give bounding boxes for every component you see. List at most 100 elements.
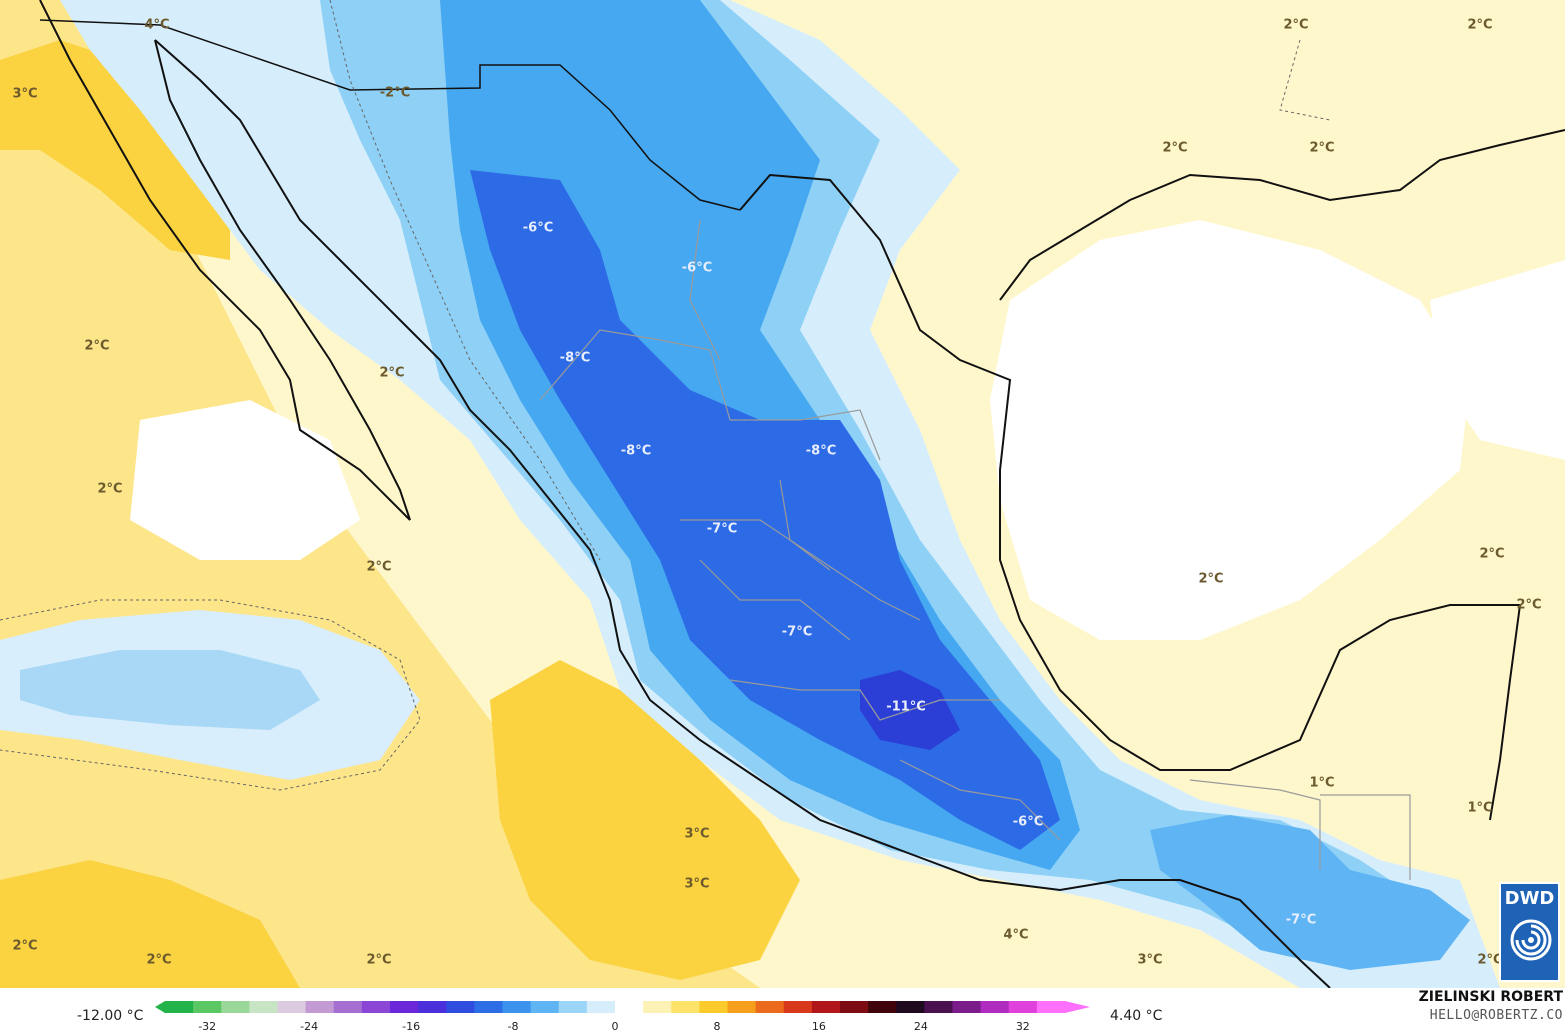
author-name: ZIELINSKI ROBERT	[1418, 989, 1563, 1005]
coastline-gulf-mexico	[739, 173, 1522, 821]
pacific-hot-zone	[0, 40, 230, 260]
colorbar-segment	[277, 1001, 307, 1013]
colorbar-segment	[840, 1001, 869, 1013]
temperature-label: -11°C	[886, 699, 926, 715]
author-email: HELLO@ROBERTZ.CO	[1429, 1008, 1563, 1023]
temperature-label: 2°C	[12, 938, 38, 954]
temperature-label: -8°C	[559, 350, 591, 366]
temperature-label: -6°C	[1012, 814, 1044, 830]
colorbar-tick-label: -8	[507, 1020, 519, 1033]
temperature-map: 4°C 2°C 2°C 3°C -2°C 2°C 2°C -6°C -6°C 2°C -8°C 2°C…	[0, 0, 1565, 988]
legend-min-label: -12.00 °C	[77, 1008, 144, 1024]
colorbar-segment	[193, 1001, 222, 1013]
map-canvas	[0, 0, 1565, 988]
colorbar-segment	[699, 1001, 728, 1013]
colorbar-segment	[980, 1001, 1010, 1013]
pacific-hot-zone-sw	[0, 860, 300, 988]
temperature-label: 2°C	[97, 481, 123, 497]
contour-lines	[0, 0, 1331, 791]
temperature-label: 2°C	[1467, 17, 1493, 33]
dwd-logo-text: DWD	[1504, 888, 1555, 909]
temperature-label: 2°C	[1162, 140, 1188, 156]
colorbar-segment	[558, 1001, 588, 1013]
temperature-label: 2°C	[84, 338, 110, 354]
temperature-label: 3°C	[684, 826, 710, 842]
temperature-label: 2°C	[1309, 140, 1335, 156]
temperature-label: 4°C	[144, 17, 170, 33]
colorbar-tick-label: -32	[198, 1020, 217, 1033]
temperature-label: 3°C	[12, 86, 38, 102]
colorbar-segment	[361, 1001, 391, 1013]
temperature-label: 2°C	[1479, 546, 1505, 562]
colorbar-segment	[418, 1001, 447, 1013]
temperature-label: 2°C	[1198, 571, 1224, 587]
temperature-label: -7°C	[706, 521, 738, 537]
temperature-label: 2°C	[1283, 17, 1309, 33]
colorbar-segment	[671, 1001, 700, 1013]
colorbar-segment	[305, 1001, 335, 1013]
gulf-white-zone	[990, 220, 1470, 640]
temperature-label: 2°C	[366, 559, 392, 575]
pacific-hot-zone-south	[490, 660, 800, 980]
colorbar-segment	[221, 1001, 250, 1013]
temperature-label: -6°C	[681, 260, 713, 276]
temperature-label: 1°C	[1309, 775, 1335, 791]
colorbar	[155, 1001, 1090, 1013]
temperature-label: 4°C	[1003, 927, 1029, 943]
colorbar-segment	[924, 1001, 953, 1013]
colorbar-left-arrow	[155, 1001, 165, 1013]
pacific-white-patch	[130, 400, 360, 560]
colorbar-segment	[755, 1001, 785, 1013]
colorbar-segment	[783, 1001, 813, 1013]
colorbar-tick-label: -16	[402, 1020, 421, 1033]
temperature-label: -8°C	[805, 443, 837, 459]
coastline-us-gulf	[999, 129, 1565, 301]
temperature-label: 2°C	[1516, 597, 1542, 613]
colorbar-segment	[249, 1001, 278, 1013]
atlantic-white-zone	[1430, 260, 1565, 460]
temperature-label: -2°C	[379, 85, 411, 101]
coastline-gulf-california	[154, 39, 1331, 988]
colorbar-segment	[811, 1001, 841, 1013]
dwd-logo: DWD	[1499, 882, 1560, 982]
colorbar-tick-label: 16	[811, 1020, 826, 1033]
colorbar-tick-label: 24	[913, 1020, 928, 1033]
temperature-label: -7°C	[1285, 912, 1317, 928]
temperature-label: 3°C	[1137, 952, 1163, 968]
colorbar-segment	[390, 1001, 419, 1013]
colorbar-segment	[165, 1001, 194, 1013]
temperature-label: -6°C	[522, 220, 554, 236]
colorbar-segment	[952, 1001, 982, 1013]
us-mexico-border	[39, 19, 741, 211]
coastline-pacific	[39, 0, 411, 521]
colorbar-segment	[586, 1001, 616, 1013]
colorbar-segment	[1008, 1001, 1038, 1013]
colorbar-segment	[1036, 1001, 1066, 1013]
colorbar-segment	[530, 1001, 560, 1013]
colorbar-segment	[868, 1001, 897, 1013]
colorbar-right-arrow	[1065, 1001, 1090, 1013]
colorbar-tick-label: -24	[300, 1020, 319, 1033]
colorbar-segment	[896, 1001, 925, 1013]
temperature-label: 1°C	[1467, 800, 1493, 816]
temperature-label: -8°C	[620, 443, 652, 459]
dwd-swirl-icon	[1510, 919, 1552, 961]
cold-plume-guatemala	[1150, 815, 1470, 970]
temperature-label: 2°C	[1477, 952, 1503, 968]
legend-bar: -12.00 °C -32 -24 -16 -8 0 8 16 24 32 4.40 °C ZI…	[0, 988, 1565, 1035]
pacific-cool-band-inner	[20, 650, 320, 730]
colorbar-segment	[446, 1001, 475, 1013]
colorbar-segment	[615, 1001, 644, 1013]
colorbar-segment	[333, 1001, 363, 1013]
state-borders	[539, 219, 1411, 880]
temperature-label: 2°C	[366, 952, 392, 968]
temperature-label: 2°C	[146, 952, 172, 968]
colorbar-segment	[643, 1001, 672, 1013]
legend-max-label: 4.40 °C	[1110, 1008, 1163, 1024]
temperature-label: 3°C	[684, 876, 710, 892]
colorbar-tick-label: 0	[611, 1020, 619, 1033]
colorbar-tick-label: 8	[713, 1020, 721, 1033]
temperature-label: -7°C	[781, 624, 813, 640]
colorbar-segment	[727, 1001, 757, 1013]
colorbar-segment	[502, 1001, 532, 1013]
